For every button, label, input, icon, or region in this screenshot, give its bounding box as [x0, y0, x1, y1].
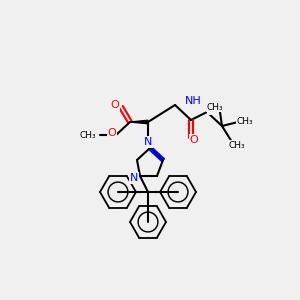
Text: CH₃: CH₃ [229, 140, 245, 149]
Text: N: N [130, 173, 138, 183]
Text: O: O [108, 128, 116, 138]
Text: O: O [111, 100, 119, 110]
Text: N: N [144, 137, 152, 147]
Text: CH₃: CH₃ [237, 116, 253, 125]
Text: O: O [208, 104, 216, 114]
Text: CH₃: CH₃ [207, 103, 223, 112]
Text: O: O [88, 129, 96, 139]
Text: CH₃: CH₃ [80, 130, 96, 140]
Text: O: O [190, 135, 198, 145]
Text: NH: NH [185, 96, 202, 106]
Polygon shape [130, 120, 148, 124]
Text: O: O [88, 130, 96, 140]
